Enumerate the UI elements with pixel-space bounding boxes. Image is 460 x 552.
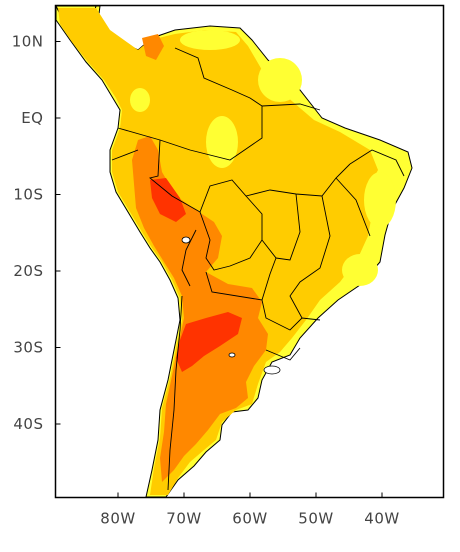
contour-patches-low (130, 30, 396, 286)
lon-tick-label: 40W (364, 510, 399, 528)
latitude-axis: 10N EQ 10S 20S 30S 40S (12, 33, 61, 433)
lon-tick-label: 50W (298, 510, 333, 528)
longitude-axis: 80W 70W 60W 50W 40W (100, 492, 399, 528)
lat-tick-label: 20S (13, 262, 43, 280)
lakes (181, 236, 281, 375)
lon-tick-label: 70W (166, 510, 201, 528)
lon-tick-label: 80W (100, 510, 135, 528)
contour-level-high (132, 34, 268, 482)
lat-tick-label: EQ (21, 109, 43, 127)
country-borders (111, 47, 405, 491)
lat-tick-label: 30S (13, 339, 43, 357)
lat-tick-label: 40S (13, 415, 43, 433)
lat-tick-label: 10N (12, 33, 44, 51)
contour-level-max (150, 178, 242, 372)
lon-tick-label: 60W (232, 510, 267, 528)
lat-tick-label: 10S (13, 186, 43, 204)
